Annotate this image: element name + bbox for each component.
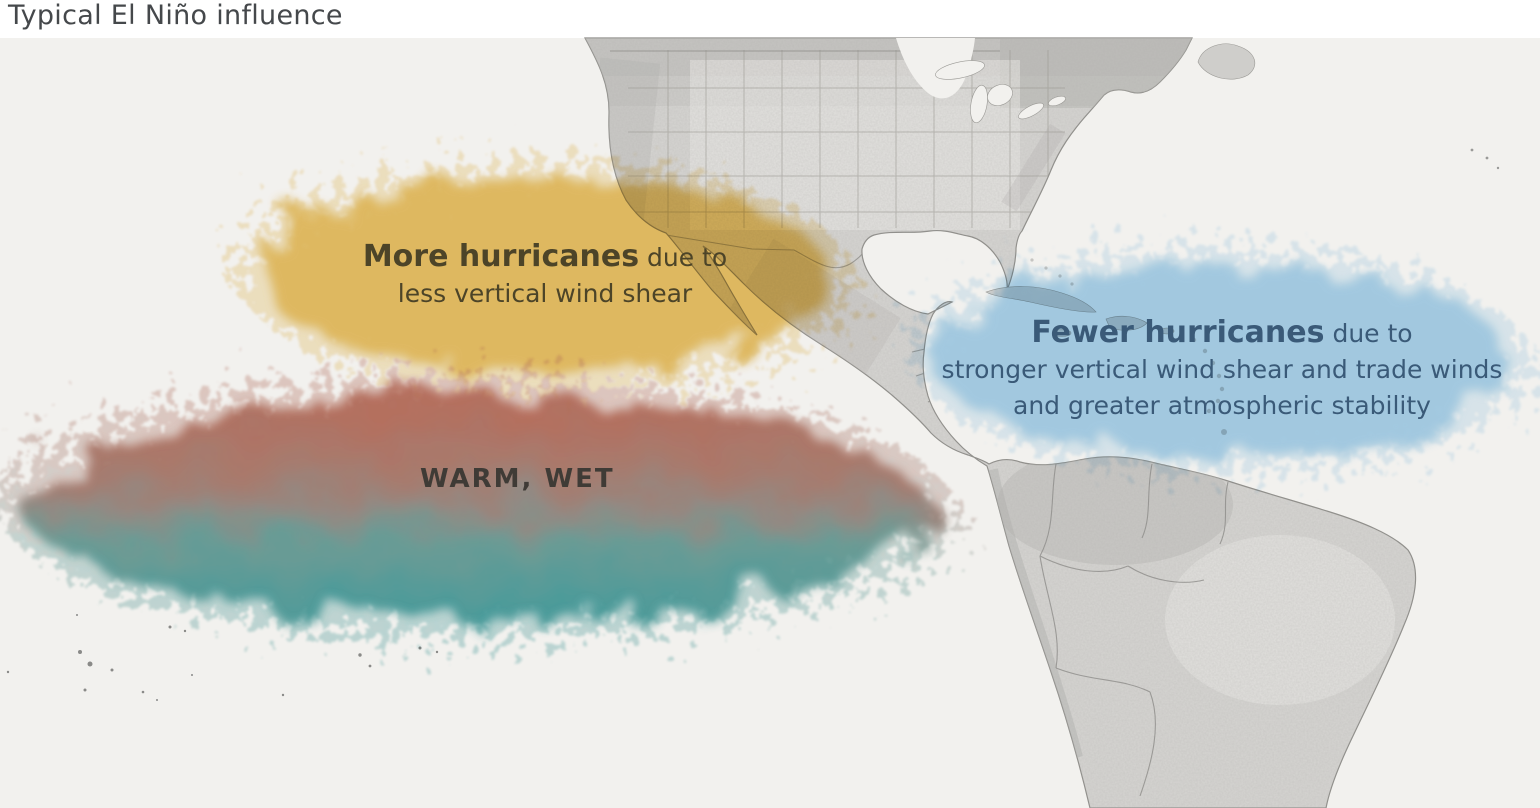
fewer-hurricanes-label: Fewer hurricanes due to stronger vertica… <box>912 314 1532 424</box>
fewer-hurricanes-line2: stronger vertical wind shear and trade w… <box>941 355 1503 384</box>
atlantic-islets <box>1470 148 1500 170</box>
pacific-islets <box>6 614 439 701</box>
warm-wet-blob <box>0 380 953 636</box>
state-borders <box>628 50 1065 228</box>
hudson-bay <box>896 38 975 99</box>
more-hurricanes-label: More hurricanes due to less vertical win… <box>245 238 845 312</box>
page-title: Typical El Niño influence <box>8 0 343 31</box>
more-hurricanes-bold-text: More hurricanes <box>362 239 640 274</box>
fewer-hurricanes-line3: and greater atmospheric stability <box>1013 391 1431 420</box>
fewer-hurricanes-bold-text: Fewer hurricanes <box>1031 315 1325 350</box>
warm-wet-label: WARM, WET <box>420 464 615 494</box>
great-lakes <box>935 60 1066 124</box>
fewer-hurricanes-blob <box>912 250 1532 470</box>
fewer-hurricanes-line1: Fewer hurricanes due to <box>912 314 1532 352</box>
more-hurricanes-blob <box>237 164 853 388</box>
more-hurricanes-line2: less vertical wind shear <box>397 279 693 308</box>
influence-blobs <box>0 164 1532 636</box>
newfoundland-island <box>1197 43 1256 80</box>
more-hurricanes-rest-text: due to <box>639 243 728 272</box>
more-hurricanes-line1: More hurricanes due to <box>245 238 845 276</box>
fewer-hurricanes-rest-text: due to <box>1324 319 1413 348</box>
